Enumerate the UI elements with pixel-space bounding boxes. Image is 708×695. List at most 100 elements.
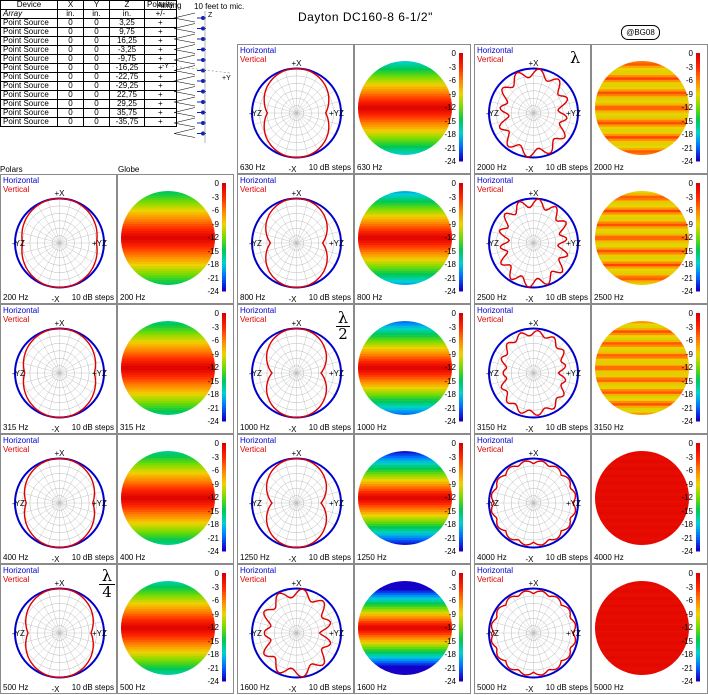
scale-bar-segment	[696, 461, 700, 466]
globe-band	[121, 223, 215, 227]
globe-band	[595, 623, 689, 627]
globe-band	[595, 342, 689, 346]
scale-bar-segment	[696, 191, 700, 195]
scale-bar-segment	[222, 608, 226, 612]
globe-band	[595, 325, 689, 329]
grid-spoke	[511, 204, 534, 244]
scale-bar-segment	[459, 361, 463, 365]
globe-band	[358, 256, 452, 260]
globe-band	[595, 451, 689, 454]
scale-bar-segment	[222, 247, 226, 251]
globe-band	[595, 595, 689, 599]
scale-bar-segment	[459, 515, 463, 520]
scale-bar-segment	[459, 475, 463, 479]
globe-band	[595, 268, 689, 272]
globe-band	[358, 396, 452, 400]
grid-spoke	[47, 502, 60, 547]
globe-band	[358, 131, 452, 135]
scale-bar-segment	[696, 158, 700, 162]
scale-bar-segment	[696, 456, 700, 460]
globe-band	[121, 479, 215, 483]
scale-bar-segment	[696, 586, 700, 590]
scale-tick: -6	[211, 596, 219, 605]
globe-band	[358, 82, 452, 86]
globe-band	[595, 346, 689, 350]
globe-band	[595, 649, 689, 653]
axis-bottom-label: -X	[525, 555, 534, 564]
globe-band	[121, 486, 215, 490]
globe-band	[595, 493, 689, 497]
globe-band	[595, 530, 689, 534]
axis-z-label: Z	[208, 12, 213, 19]
globe-band	[121, 611, 215, 615]
polar-plot	[251, 67, 342, 159]
scale-bar-segment	[459, 220, 463, 224]
globe-band	[595, 75, 689, 79]
scale-bar-segment	[696, 88, 700, 92]
scale-bar-segment	[222, 488, 226, 493]
globe-band	[358, 632, 452, 636]
scale-bar-segment	[222, 640, 226, 644]
globe-band	[358, 228, 452, 232]
globe-band	[358, 370, 452, 374]
grid-spoke	[533, 211, 566, 244]
scale-bar-segment	[459, 196, 463, 200]
globe-band	[358, 117, 452, 121]
globe-band	[358, 602, 452, 606]
scale-bar-segment	[696, 383, 700, 387]
scale-bar-segment	[459, 513, 463, 517]
scale-bar-segment	[222, 505, 226, 509]
axis-left-label: -YZ	[249, 239, 262, 248]
scale-tick: -6	[211, 466, 219, 475]
globe-band	[121, 649, 215, 653]
globe-band	[121, 365, 215, 369]
globe-band	[121, 249, 215, 253]
grid-spoke	[533, 112, 573, 136]
globe-band	[358, 351, 452, 355]
scale-bar-segment	[696, 385, 700, 390]
scale-bar-segment	[222, 605, 226, 609]
scale-bar-segment	[222, 591, 226, 596]
scale-tick: -15	[207, 376, 219, 386]
globe-band	[595, 214, 689, 218]
scale-bar-segment	[459, 548, 463, 552]
grid-spoke	[296, 372, 319, 412]
scale-bar-segment	[222, 548, 226, 552]
globe-band	[121, 514, 215, 518]
polar-plot	[488, 327, 579, 419]
globe-band	[595, 630, 689, 634]
scale-bar-segment	[696, 372, 700, 376]
scale-bar-segment	[696, 610, 700, 614]
scale-bar-segment	[459, 247, 463, 251]
globe-band	[358, 606, 452, 610]
scale-tick: -12	[207, 623, 219, 632]
scale-bar-segment	[459, 629, 463, 633]
globe-band	[595, 528, 689, 532]
steps-label: 10 dB steps	[545, 163, 588, 172]
scale-bar-segment	[222, 215, 226, 219]
frequency-label: 1600 Hz	[240, 683, 270, 692]
globe-band	[358, 630, 452, 634]
polar-panel: Horizontal Vertical +X -X -YZ +YZ 10 dB steps 2…	[474, 44, 591, 174]
globe-band	[358, 266, 452, 270]
scale-bar-segment	[459, 632, 463, 636]
grid-spoke	[20, 372, 60, 396]
globe-band	[358, 205, 452, 209]
grid-spoke	[533, 350, 573, 374]
scale-bar-segment	[696, 526, 700, 530]
globe-band	[595, 368, 689, 371]
scale-bar-segment	[696, 581, 700, 585]
globe-band	[595, 382, 689, 386]
globe-band	[595, 469, 689, 473]
scale-bar-segment	[696, 583, 700, 587]
globe-band	[121, 623, 215, 627]
scale-bar-segment	[696, 448, 700, 452]
scale-bar-segment	[696, 540, 700, 544]
globe-band	[358, 382, 452, 386]
scale-bar-segment	[696, 602, 700, 606]
globe-band	[121, 595, 215, 599]
scale-bar-segment	[222, 529, 226, 533]
scale-bar-segment	[222, 329, 226, 333]
page-title: Dayton DC160-8 6-1/2"	[298, 10, 433, 24]
globe-band	[595, 91, 689, 95]
